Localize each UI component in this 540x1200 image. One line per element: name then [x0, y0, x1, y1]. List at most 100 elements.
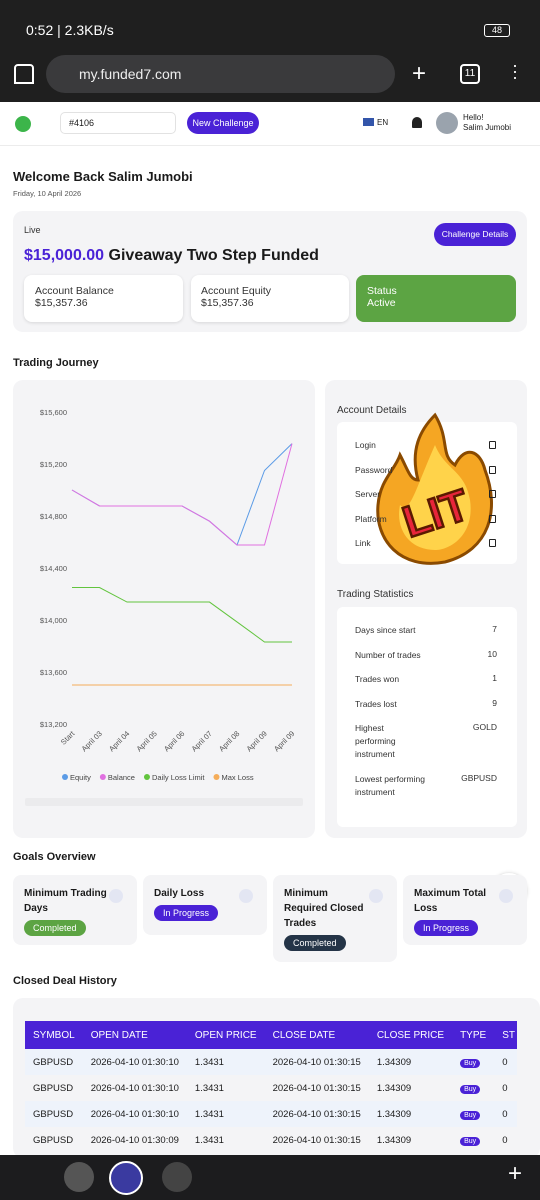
- expand-icon[interactable]: [239, 889, 253, 903]
- column-header: CLOSE DATE: [264, 1021, 369, 1049]
- stat-label: Days since start: [355, 625, 416, 635]
- goal-name: Maximum Total Loss: [414, 888, 487, 914]
- cell: 1.3431: [194, 1082, 224, 1094]
- challenge-amount: $15,000.00: [24, 247, 105, 264]
- stat-value: 9: [492, 697, 497, 708]
- y-tick-label: $15,600: [40, 408, 67, 417]
- deal-row: GBPUSD 2026-04-10 01:30:09 1.3431 2026-04-1…: [25, 1127, 517, 1153]
- cell: GBPUSD: [25, 1101, 83, 1127]
- account-id: #4106: [69, 118, 95, 128]
- cell: 2026-04-10 01:30:15: [264, 1101, 369, 1127]
- series-line: [72, 587, 292, 643]
- chart-card: [13, 380, 315, 838]
- copy-icon[interactable]: [489, 539, 496, 547]
- stat-label: Lowest performing instrument: [355, 773, 425, 797]
- cell: 1.3431: [186, 1101, 265, 1127]
- app-icon[interactable]: [64, 1162, 94, 1192]
- cell: 2026-04-10 01:30:10: [90, 1082, 179, 1094]
- app-icon[interactable]: [109, 1161, 143, 1195]
- menu[interactable]: · · ·: [512, 55, 518, 87]
- x-tick-label: April 06: [162, 729, 186, 753]
- cell: GBPUSD: [33, 1134, 74, 1146]
- cell: 1.3431: [194, 1134, 224, 1146]
- cell: 1.34309: [368, 1101, 453, 1127]
- status-value: Active: [367, 297, 396, 309]
- detail-label: Link: [355, 538, 371, 548]
- copy-icon[interactable]: [489, 441, 496, 449]
- address-bar[interactable]: [46, 55, 395, 93]
- x-tick-label: April 08: [217, 729, 241, 753]
- stat-label: Highest performing instrument: [355, 723, 396, 759]
- stat-label: Trades lost: [355, 698, 397, 709]
- goal-name: Minimum Required Closed Trades: [284, 888, 364, 929]
- url: my.funded7.com: [79, 66, 182, 82]
- y-tick-label: $14,000: [40, 616, 67, 625]
- legend-label: Daily Loss Limit: [152, 773, 205, 782]
- expand-icon[interactable]: [369, 889, 383, 903]
- cell: 2026-04-10 01:30:09: [90, 1134, 179, 1146]
- notifications[interactable]: [412, 117, 422, 128]
- welcome-date: Friday, 10 April 2026: [13, 189, 82, 198]
- deal-row: GBPUSD 2026-04-10 01:30:10 1.3431 2026-04-1…: [25, 1075, 517, 1101]
- detail-label: Platform: [355, 513, 387, 524]
- cell: GBPUSD: [33, 1082, 74, 1094]
- column-header: OPEN PRICE: [186, 1021, 265, 1049]
- user-name: Salim Jumobi: [463, 123, 512, 132]
- cell: GBPUSD: [25, 1049, 83, 1075]
- x-tick-label: April 04: [107, 729, 131, 753]
- new-challenge-button[interactable]: New Challenge: [187, 112, 259, 134]
- stats-box: [337, 607, 517, 827]
- add-button[interactable]: +: [508, 1160, 523, 1187]
- cell: 0: [502, 1082, 508, 1094]
- cell: 0: [502, 1134, 508, 1146]
- tab-count[interactable]: 11: [460, 64, 480, 84]
- type-badge: Buy: [460, 1084, 481, 1094]
- expand-icon[interactable]: [109, 889, 123, 903]
- cell: 1.34309: [376, 1082, 412, 1094]
- battery: 48: [484, 24, 510, 37]
- app-icon[interactable]: [162, 1162, 192, 1192]
- type-badge: Buy: [460, 1136, 481, 1146]
- new-tab[interactable]: +: [412, 60, 427, 87]
- stat-value: 7: [492, 624, 497, 634]
- equity-value: $15,357.36: [201, 297, 254, 309]
- copy-icon[interactable]: [489, 490, 496, 498]
- copy-icon[interactable]: [489, 514, 496, 523]
- language[interactable]: EN: [377, 118, 389, 127]
- deal-row: GBPUSD 2026-04-10 01:30:10 1.3431 2026-04-1…: [25, 1101, 517, 1127]
- status-time: 0:52 | 2.3KB/s: [26, 22, 114, 38]
- cell: Buy: [452, 1075, 494, 1101]
- live-tag: Live: [24, 225, 41, 235]
- deal-row: GBPUSD 2026-04-10 01:30:10 1.3431 2026-04-1…: [25, 1049, 517, 1075]
- details-title: Account Details: [337, 405, 407, 416]
- column-header: SYMBOL: [25, 1021, 83, 1049]
- cell: Buy: [452, 1101, 495, 1127]
- equity-label: Account Equity: [201, 285, 272, 297]
- stat-label: Number of trades: [355, 649, 421, 660]
- divider: [0, 145, 540, 146]
- type-badge: Buy: [460, 1110, 481, 1120]
- x-tick-label: April 09: [272, 729, 296, 753]
- sidebar-toggle[interactable]: [15, 116, 31, 132]
- cell: 1.34309: [376, 1134, 412, 1146]
- cell: 2026-04-10 01:30:15: [264, 1049, 369, 1075]
- cell: Buy: [452, 1127, 494, 1153]
- challenge-details-button[interactable]: Challenge Details: [434, 223, 516, 246]
- x-tick-label: Start: [59, 728, 77, 746]
- y-tick-label: $13,600: [40, 668, 67, 677]
- section-title: Closed Deal History: [13, 975, 117, 987]
- goal-status: Completed: [24, 920, 86, 936]
- copy-icon[interactable]: [489, 465, 496, 474]
- expand-icon[interactable]: [499, 889, 513, 903]
- balance-value: $15,357.36: [35, 297, 88, 309]
- cell: 0: [494, 1101, 517, 1127]
- stat-label: Trades won: [355, 674, 400, 684]
- account-select[interactable]: #4106: [60, 112, 176, 134]
- cell: 2026-04-10 01:30:15: [272, 1134, 361, 1146]
- legend-label: Max Loss: [221, 773, 253, 782]
- home-button[interactable]: [14, 64, 34, 84]
- column-header: CLOSE PRICE: [368, 1021, 453, 1049]
- avatar[interactable]: [436, 112, 458, 134]
- section-title: Trading Journey: [13, 357, 99, 369]
- sticker: LIT: [376, 412, 493, 565]
